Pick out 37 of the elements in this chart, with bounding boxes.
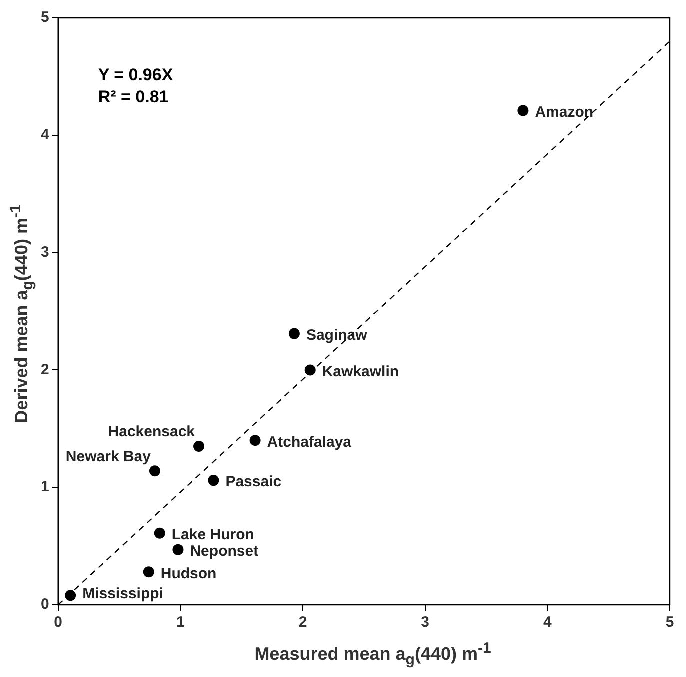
point xyxy=(194,441,205,452)
point xyxy=(143,566,154,578)
point xyxy=(65,590,76,602)
x-tick-label: 5 xyxy=(666,614,674,632)
series-label: Hudson xyxy=(160,565,217,582)
x-tick-label: 1 xyxy=(176,614,185,632)
series-label: Newark Bay xyxy=(66,448,152,466)
series-label: Amazon xyxy=(535,104,594,121)
y-tick-label: 4 xyxy=(41,126,50,144)
series-label: Saginaw xyxy=(306,326,368,344)
y-tick-label: 5 xyxy=(41,9,50,26)
x-tick-label: 4 xyxy=(543,614,552,632)
point xyxy=(304,364,316,376)
point xyxy=(518,105,529,116)
x-tick-label: 3 xyxy=(421,614,430,632)
y-tick-label: 0 xyxy=(41,596,50,614)
series-label: Passaic xyxy=(226,474,282,491)
series-label: Neponset xyxy=(190,542,259,560)
series-label: Atchafalaya xyxy=(267,434,352,451)
point xyxy=(172,544,184,556)
y-tick-label: 2 xyxy=(41,361,50,378)
point xyxy=(288,328,300,340)
annotation: R² = 0.81 xyxy=(98,88,169,107)
series-label: Lake Huron xyxy=(172,526,254,544)
y-tick-label: 1 xyxy=(41,478,50,496)
series-label: Hackensack xyxy=(108,424,196,441)
x-tick-label: 2 xyxy=(298,614,308,632)
point xyxy=(149,466,160,477)
point xyxy=(208,475,220,486)
point xyxy=(154,528,166,539)
x-tick-label: 0 xyxy=(54,614,63,632)
x-axis-title: Measured mean a$_{g}$(440) m$^{-1}$ xyxy=(254,640,492,669)
point xyxy=(250,435,261,446)
y-tick-label: 3 xyxy=(41,244,50,261)
series-label: Kawkawlin xyxy=(322,363,400,380)
series-label: Mississippi xyxy=(82,586,164,603)
annotation: Y = 0.96X xyxy=(98,66,174,85)
